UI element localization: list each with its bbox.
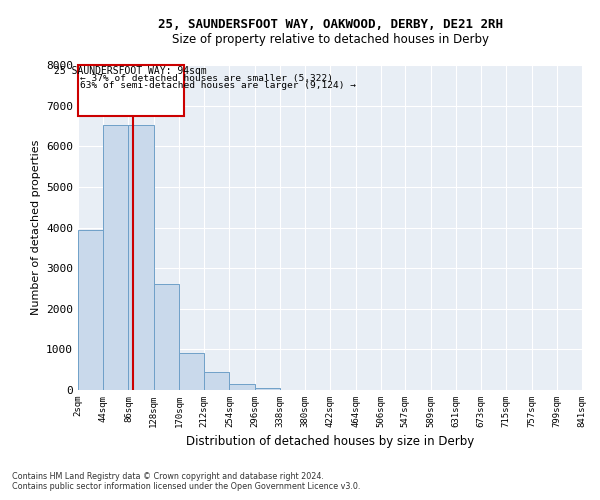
Text: ← 37% of detached houses are smaller (5,322): ← 37% of detached houses are smaller (5,…	[80, 74, 334, 82]
Text: 63% of semi-detached houses are larger (9,124) →: 63% of semi-detached houses are larger (…	[80, 81, 356, 90]
Text: 25, SAUNDERSFOOT WAY, OAKWOOD, DERBY, DE21 2RH: 25, SAUNDERSFOOT WAY, OAKWOOD, DERBY, DE…	[157, 18, 503, 30]
Text: Contains HM Land Registry data © Crown copyright and database right 2024.: Contains HM Land Registry data © Crown c…	[12, 472, 324, 481]
Bar	[204, 372, 229, 390]
Bar	[128, 124, 154, 390]
Bar	[78, 230, 103, 390]
Y-axis label: Number of detached properties: Number of detached properties	[31, 140, 41, 315]
Text: Contains public sector information licensed under the Open Government Licence v3: Contains public sector information licen…	[12, 482, 361, 491]
X-axis label: Distribution of detached houses by size in Derby: Distribution of detached houses by size …	[186, 436, 474, 448]
Bar	[154, 284, 179, 390]
Bar	[254, 388, 280, 390]
Text: Size of property relative to detached houses in Derby: Size of property relative to detached ho…	[172, 32, 488, 46]
Bar	[179, 354, 204, 390]
Bar	[78, 65, 184, 116]
Bar	[229, 384, 254, 390]
Bar	[103, 125, 128, 390]
Text: 25 SAUNDERSFOOT WAY: 94sqm: 25 SAUNDERSFOOT WAY: 94sqm	[55, 66, 207, 76]
